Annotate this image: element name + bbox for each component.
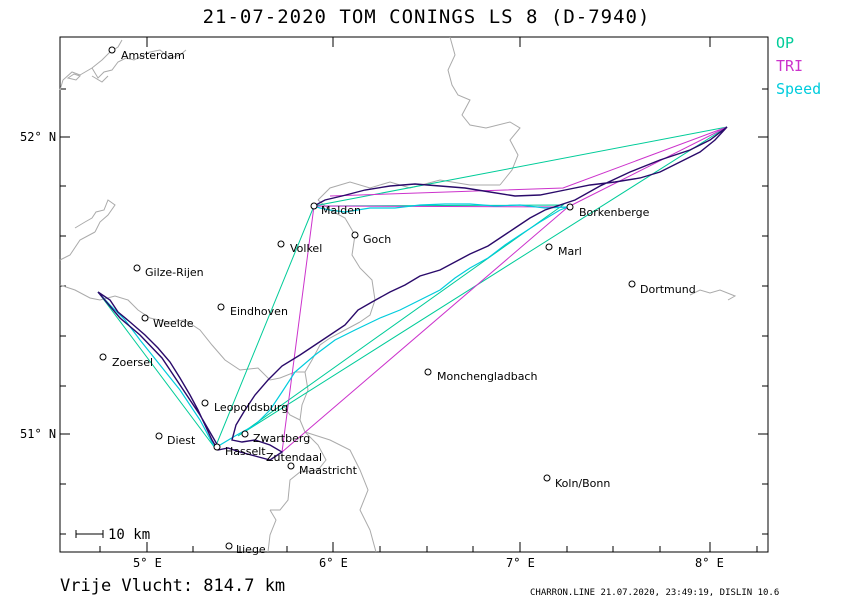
city-marker-zwartberg bbox=[241, 430, 249, 438]
city-marker-hasselt bbox=[213, 443, 221, 451]
city-marker-leopoldsburg bbox=[201, 399, 209, 407]
city-marker-malden bbox=[310, 202, 318, 210]
city-marker-goch bbox=[351, 231, 359, 239]
city-labels: Amsterdam Malden Goch Borkenberge Volkel… bbox=[112, 49, 696, 556]
city-marker-gilze-rijen bbox=[133, 264, 141, 272]
scale-bar-label: 10 km bbox=[108, 527, 150, 543]
city-label-borkenberge: Borkenberge bbox=[579, 206, 650, 219]
city-label-dortmund: Dortmund bbox=[640, 283, 696, 296]
ticks bbox=[60, 37, 768, 552]
city-marker-volkel bbox=[277, 240, 285, 248]
city-label-weelde: Weelde bbox=[153, 317, 194, 330]
city-marker-amsterdam bbox=[108, 46, 116, 54]
city-marker-monchengladbach bbox=[424, 368, 432, 376]
y-tick-51n: 51° N bbox=[20, 427, 56, 441]
legend-tri: TRI bbox=[776, 57, 803, 75]
legend-op: OP bbox=[776, 34, 794, 52]
city-label-zutendaal: Zutendaal bbox=[266, 451, 322, 464]
city-label-hasselt: Hasselt bbox=[225, 445, 266, 458]
city-marker-marl bbox=[545, 243, 553, 251]
city-label-eindhoven: Eindhoven bbox=[230, 305, 288, 318]
x-tick-6e: 6° E bbox=[319, 556, 348, 570]
legend-speed: Speed bbox=[776, 80, 821, 98]
city-label-goch: Goch bbox=[363, 233, 391, 246]
flight-track bbox=[97, 126, 728, 461]
city-label-liege: Liege bbox=[236, 543, 266, 556]
tri-route bbox=[281, 126, 728, 454]
city-label-marl: Marl bbox=[558, 245, 582, 258]
scale-bar bbox=[75, 530, 104, 538]
city-marker-koln-bonn bbox=[543, 474, 551, 482]
legend-tri-label: TRI bbox=[776, 57, 804, 75]
map-frame bbox=[59, 36, 769, 553]
city-label-gilze-rijen: Gilze-Rijen bbox=[145, 266, 204, 279]
city-marker-dortmund bbox=[628, 280, 636, 288]
x-tick-8e: 8° E bbox=[695, 556, 724, 570]
city-label-zwartberg: Zwartberg bbox=[253, 432, 310, 445]
city-marker-diest bbox=[155, 432, 163, 440]
city-marker-weelde bbox=[141, 314, 149, 322]
city-marker-borkenberge bbox=[566, 203, 574, 211]
legend-speed-label: Speed bbox=[776, 80, 822, 98]
city-label-diest: Diest bbox=[167, 434, 196, 447]
country-borders bbox=[59, 36, 737, 553]
x-tick-7e: 7° E bbox=[506, 556, 535, 570]
legend-op-label: OP bbox=[776, 34, 795, 52]
city-label-leopoldsburg: Leopoldsburg bbox=[214, 401, 288, 414]
speed-track bbox=[97, 203, 569, 449]
city-label-maastricht: Maastricht bbox=[299, 464, 358, 477]
free-flight-distance: Vrije Vlucht: 814.7 km bbox=[60, 576, 286, 596]
city-markers bbox=[99, 46, 636, 550]
city-label-monchengladbach: Monchengladbach bbox=[437, 370, 537, 383]
city-marker-eindhoven bbox=[217, 303, 225, 311]
y-tick-52n: 52° N bbox=[20, 130, 56, 144]
credit-line: CHARRON.LINE 21.07.2020, 23:49:19, DISLI… bbox=[530, 588, 780, 598]
x-tick-5e: 5° E bbox=[133, 556, 162, 570]
map-title: 21-07-2020 TOM CONINGS LS 8 (D-7940) bbox=[202, 6, 651, 28]
city-label-amsterdam: Amsterdam bbox=[121, 49, 185, 62]
city-label-malden: Malden bbox=[321, 204, 361, 217]
city-label-zoersel: Zoersel bbox=[112, 356, 153, 369]
city-label-volkel: Volkel bbox=[290, 242, 322, 255]
city-marker-liege bbox=[225, 542, 233, 550]
city-marker-maastricht bbox=[287, 462, 295, 470]
city-marker-zoersel bbox=[99, 353, 107, 361]
city-label-koln-bonn: Koln/Bonn bbox=[555, 477, 610, 490]
